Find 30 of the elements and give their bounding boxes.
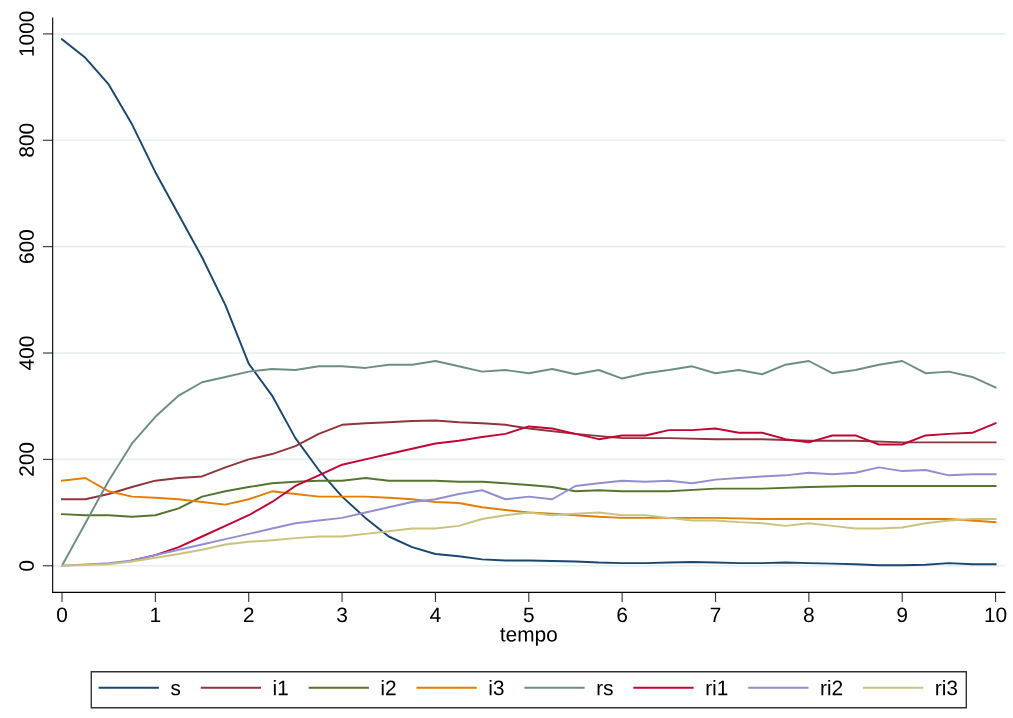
x-tick-label: 1: [151, 607, 161, 623]
x-axis-title: tempo: [500, 627, 557, 646]
legend-label: rs: [597, 683, 613, 696]
x-tick-label: 4: [430, 607, 441, 623]
legend-label: i1: [273, 680, 288, 696]
legend-label: ri1: [706, 680, 728, 696]
x-tick-label: 7: [710, 607, 721, 623]
line-series: [61, 511, 997, 567]
y-tick-label: 1000: [19, 11, 34, 56]
line-series: [61, 360, 997, 567]
x-tick-label: 10: [985, 607, 1007, 623]
x-tick-label: 9: [897, 607, 908, 623]
x-tick-label: 2: [243, 607, 254, 623]
y-tick-label: 800: [19, 123, 34, 157]
y-tick-label: 400: [19, 336, 34, 370]
legend-label: ri3: [936, 680, 958, 696]
x-tick-label: 8: [803, 607, 814, 623]
x-tick-label: 3: [337, 607, 347, 623]
x-tick-label: 0: [57, 607, 67, 623]
x-tick-label: 6: [617, 607, 628, 623]
legend-label: i2: [381, 680, 396, 696]
legend-label: i3: [489, 680, 504, 696]
x-tick-label: 5: [523, 607, 534, 623]
y-tick-label: 600: [19, 230, 34, 263]
line-series: [61, 38, 997, 567]
y-tick-label: 0: [19, 560, 34, 571]
line-series: [61, 419, 997, 501]
legend-label: ri2: [821, 680, 843, 696]
legend-label: s: [171, 683, 181, 696]
y-tick-label: 200: [19, 442, 34, 476]
